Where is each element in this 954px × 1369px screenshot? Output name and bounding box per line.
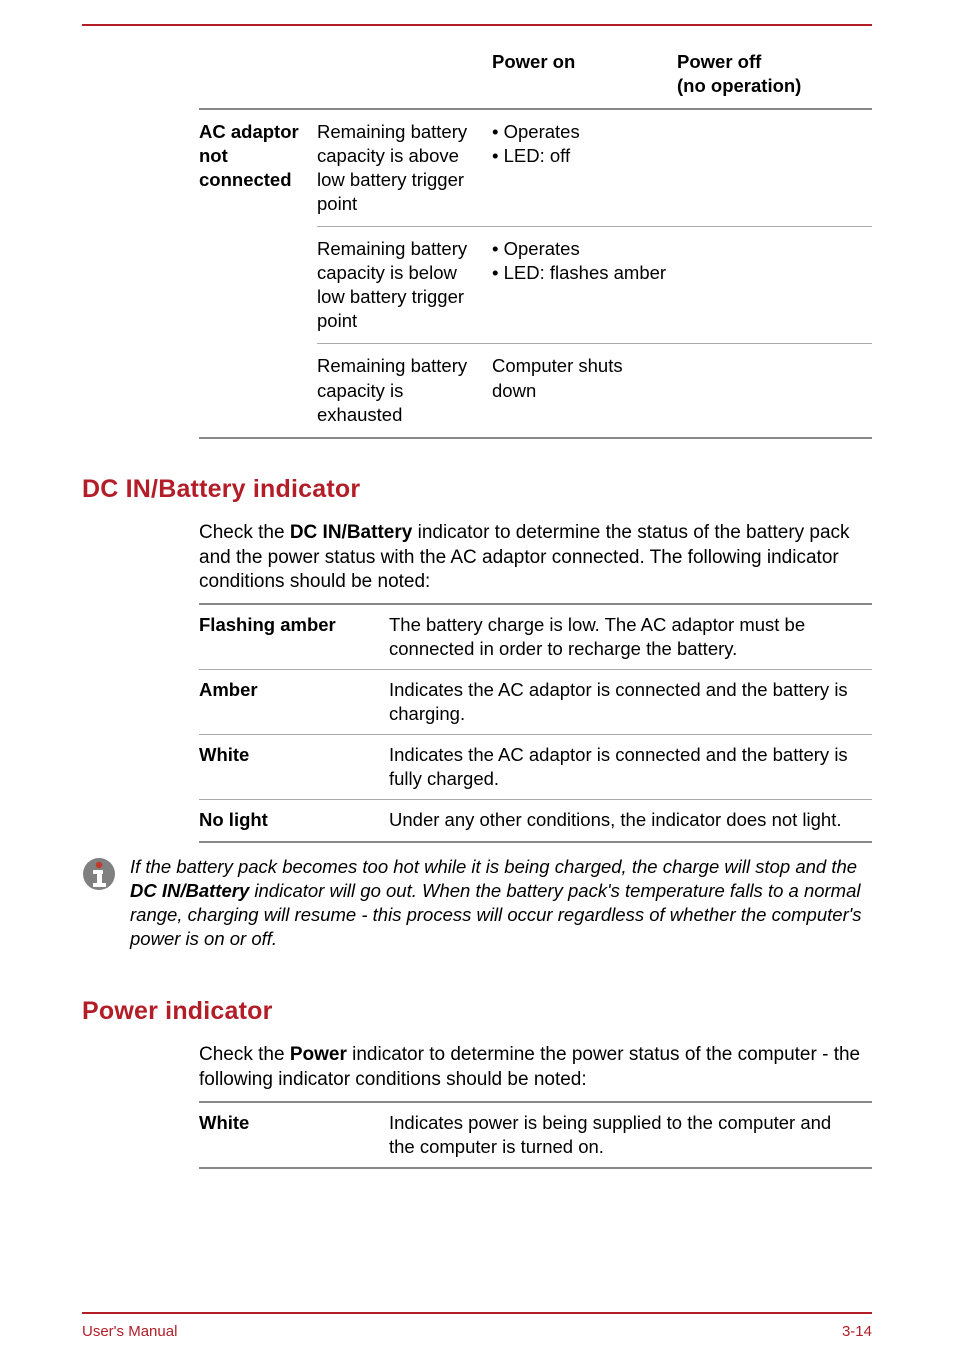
para-text: Check the [199, 522, 290, 543]
indicator-value: The battery charge is low. The AC adapto… [389, 604, 872, 670]
condition-cell: Remaining battery capacity is above low … [317, 109, 492, 227]
para-text: Check the [199, 1044, 290, 1065]
table-row: White Indicates the AC adaptor is connec… [199, 735, 872, 800]
section-heading-dc-in: DC IN/Battery indicator [82, 473, 872, 506]
table-row: Flashing amber The battery charge is low… [199, 604, 872, 670]
footer-right: 3-14 [842, 1322, 872, 1342]
page-footer: User's Manual 3-14 [82, 1312, 872, 1342]
section1-paragraph: Check the DC IN/Battery indicator to det… [199, 521, 872, 595]
power-off-cell [677, 227, 872, 344]
power-off-cell [677, 344, 872, 438]
header-power-on: Power on [492, 40, 677, 109]
section-heading-power: Power indicator [82, 995, 872, 1028]
indicator-value: Indicates the AC adaptor is connected an… [389, 670, 872, 735]
header-power-off: Power off (no operation) [677, 40, 872, 109]
info-icon [82, 857, 116, 899]
footer-left: User's Manual [82, 1322, 177, 1342]
info-note: If the battery pack becomes too hot whil… [82, 855, 872, 951]
table-row: AC adaptor not connected Remaining batte… [199, 109, 872, 227]
note-text: If the battery pack becomes too hot whil… [130, 855, 872, 951]
indicator-key: No light [199, 800, 389, 842]
header-empty-2 [317, 40, 492, 109]
table-row: White Indicates power is being supplied … [199, 1102, 872, 1168]
indicator-key: White [199, 735, 389, 800]
indicator-key: Flashing amber [199, 604, 389, 670]
table-row: Amber Indicates the AC adaptor is connec… [199, 670, 872, 735]
power-on-cell: Computer shuts down [492, 344, 677, 438]
table-row: No light Under any other conditions, the… [199, 800, 872, 842]
indicator-table-power: White Indicates power is being supplied … [199, 1101, 872, 1169]
section2-paragraph: Check the Power indicator to determine t… [199, 1043, 872, 1092]
header-empty-1 [199, 40, 317, 109]
indicator-value: Under any other conditions, the indicato… [389, 800, 872, 842]
power-on-cell: • Operates • LED: flashes amber [492, 227, 677, 344]
para-bold: Power [290, 1044, 347, 1065]
indicator-key: Amber [199, 670, 389, 735]
para-bold: DC IN/Battery [290, 522, 412, 543]
table-header-row: Power on Power off (no operation) [199, 40, 872, 109]
power-on-cell: • Operates • LED: off [492, 109, 677, 227]
condition-cell: Remaining battery capacity is below low … [317, 227, 492, 344]
condition-cell: Remaining battery capacity is exhausted [317, 344, 492, 438]
indicator-table-dc-in: Flashing amber The battery charge is low… [199, 603, 872, 842]
indicator-key: White [199, 1102, 389, 1168]
power-state-table: Power on Power off (no operation) AC ada… [199, 40, 872, 439]
indicator-value: Indicates the AC adaptor is connected an… [389, 735, 872, 800]
power-off-cell [677, 109, 872, 227]
row-group-label: AC adaptor not connected [199, 109, 317, 438]
note-bold: DC IN/Battery [130, 880, 249, 901]
note-pre: If the battery pack becomes too hot whil… [130, 856, 857, 877]
indicator-value: Indicates power is being supplied to the… [389, 1102, 872, 1168]
top-rule [82, 24, 872, 26]
